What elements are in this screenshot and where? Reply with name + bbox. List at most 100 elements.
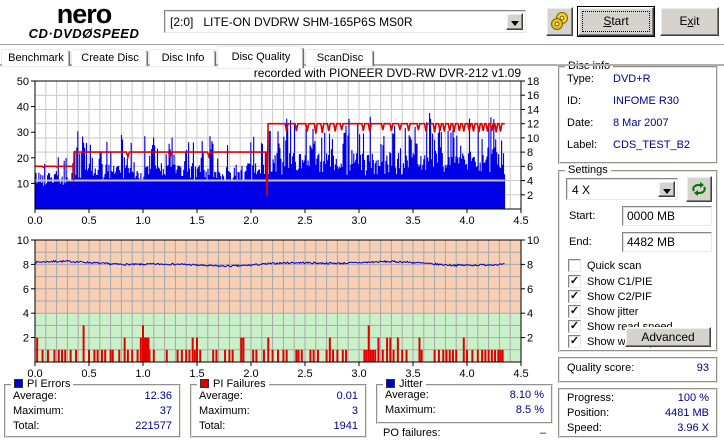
jitter-legend-swatch (386, 379, 395, 388)
tab-scandisc[interactable]: ScanDisc (306, 50, 374, 66)
svg-text:40: 40 (17, 102, 29, 114)
svg-text:3.0: 3.0 (351, 215, 366, 227)
disc-glyph-icon: Ø (82, 26, 93, 41)
svg-text:2: 2 (527, 333, 533, 345)
po-failures-row: PO failures: – (383, 427, 546, 439)
drive-select-value: [2:0] LITE-ON DVDRW SHM-165P6S MS0R (170, 15, 413, 29)
svg-text:4.5: 4.5 (513, 368, 528, 380)
stat-row: Average: 12.36 (13, 390, 172, 402)
scan-speed-dropdown[interactable]: 4 X (566, 178, 678, 200)
svg-text:18: 18 (527, 76, 539, 88)
chevron-down-icon (511, 21, 519, 26)
tab-benchmark[interactable]: Benchmark (2, 50, 70, 66)
svg-text:20: 20 (17, 153, 29, 165)
svg-text:4: 4 (23, 308, 29, 320)
pi-failures-jitter-chart: 10 10 8 8 6 6 4 4 2 2 0.0 0.5 1.0 1.5 2.0 2.5 3.0 3.5 4.0 4… (17, 235, 540, 380)
pi-errors-chart: recorded with PIONEER DVD-RW DVR-212 v1.… (17, 66, 540, 227)
svg-text:30: 30 (17, 127, 29, 139)
checkbox-box[interactable] (568, 305, 581, 318)
disc-info-row: Type: DVD+R (567, 73, 651, 85)
checkbox-box[interactable] (568, 335, 581, 348)
checkbox-box[interactable] (568, 290, 581, 303)
svg-text:6: 6 (23, 284, 29, 296)
svg-text:1.0: 1.0 (135, 215, 150, 227)
refresh-button[interactable] (686, 176, 712, 202)
svg-text:4: 4 (527, 176, 533, 188)
advanced-button[interactable]: Advanced (625, 327, 711, 347)
progress-row: Position: 4481 MB (567, 407, 709, 419)
drive-select-arrow-button[interactable] (506, 13, 523, 30)
end-position-field[interactable]: 4482 MB (622, 232, 712, 252)
eject-disc-button[interactable] (546, 7, 573, 36)
svg-text:12: 12 (527, 119, 539, 131)
checkbox-box[interactable] (568, 275, 581, 288)
scan-speed-arrow-button[interactable] (658, 181, 675, 197)
svg-text:recorded with PIONEER DVD-RW: recorded with PIONEER DVD-RW DVR-212 v1.… (254, 66, 522, 80)
progress-row: Speed: 3.96 X (567, 422, 709, 434)
svg-text:10: 10 (527, 133, 539, 145)
checkbox-box[interactable] (568, 259, 581, 272)
svg-text:2.5: 2.5 (297, 368, 312, 380)
svg-text:6: 6 (527, 284, 533, 296)
progress-row: Progress: 100 % (567, 392, 709, 404)
svg-text:4: 4 (527, 308, 533, 320)
tab-disc-info[interactable]: Disc Info (150, 50, 216, 66)
end-position-label: End: (569, 236, 592, 248)
svg-text:0.5: 0.5 (81, 368, 96, 380)
svg-text:16: 16 (527, 90, 539, 102)
disc-info-row: Label: CDS_TEST_B2 (567, 139, 691, 151)
svg-text:8: 8 (527, 259, 533, 271)
svg-text:0.0: 0.0 (27, 368, 42, 380)
stat-row: Maximum: 8.5 % (385, 404, 544, 416)
toolbar: nero CD·DVDØSPEED [2:0] LITE-ON DVDRW SH… (0, 0, 724, 44)
quality-score-panel: Quality score: 93 (558, 357, 718, 383)
stat-row: Maximum: 37 (13, 405, 172, 417)
pi-errors-legend-swatch (14, 379, 23, 388)
exit-button[interactable]: Exit (660, 7, 719, 36)
nero-cd-dvd-speed-logo: nero CD·DVDØSPEED (8, 1, 160, 41)
svg-text:14: 14 (527, 104, 539, 116)
start-button[interactable]: Start (578, 7, 654, 36)
stat-row: Average: 0.01 (199, 390, 358, 402)
svg-text:10: 10 (17, 178, 29, 190)
stat-row: Average: 8.10 % (385, 389, 544, 401)
yellow-discs-icon (551, 12, 568, 30)
svg-text:1.0: 1.0 (135, 368, 150, 380)
svg-text:2.5: 2.5 (297, 215, 312, 227)
svg-text:4.0: 4.0 (459, 368, 474, 380)
drive-select-dropdown[interactable]: [2:0] LITE-ON DVDRW SHM-165P6S MS0R (164, 10, 526, 33)
svg-text:2: 2 (527, 190, 533, 202)
tab-create-disc[interactable]: Create Disc (72, 50, 148, 66)
green-refresh-arrows-icon (692, 182, 706, 196)
svg-text:1.5: 1.5 (189, 215, 204, 227)
svg-text:2: 2 (23, 333, 29, 345)
progress-panel: Progress: 100 % Position: 4481 MB Speed: 3.… (558, 388, 718, 438)
svg-text:8: 8 (527, 147, 533, 159)
svg-text:50: 50 (17, 76, 29, 88)
svg-text:6: 6 (527, 161, 533, 173)
checkbox-box[interactable] (568, 320, 581, 333)
disc-info-row: ID: INFOME R30 (567, 95, 680, 107)
svg-text:4.5: 4.5 (513, 215, 528, 227)
settings-group: Settings 4 X Start: 0000 MB End: 4482 MB… (558, 164, 718, 352)
tab-disc-quality[interactable]: Disc Quality (218, 47, 304, 68)
scan-speed-value: 4 X (572, 183, 591, 197)
pi-failures-legend-swatch (200, 379, 209, 388)
disc-info-group: Disc info Type: DVD+R ID: INFOME R30 Date:… (558, 60, 718, 164)
svg-text:3.0: 3.0 (351, 368, 366, 380)
chevron-down-icon (663, 189, 671, 194)
toolbar-divider (0, 44, 724, 46)
start-position-field[interactable]: 0000 MB (622, 206, 712, 226)
svg-text:0.5: 0.5 (81, 215, 96, 227)
pi-errors-stats-group: PI Errors Average: 12.36 Maximum: 37 Total… (4, 378, 181, 438)
start-position-label: Start: (569, 210, 596, 222)
svg-text:3.5: 3.5 (405, 215, 420, 227)
svg-text:8: 8 (23, 259, 29, 271)
svg-text:10: 10 (527, 235, 539, 247)
stat-row: Total: 221577 (13, 420, 172, 432)
stat-row: Maximum: 3 (199, 405, 358, 417)
stat-row: Total: 1941 (199, 420, 358, 432)
svg-text:3.5: 3.5 (405, 368, 420, 380)
quality-score-label: Quality score: (567, 362, 635, 374)
quality-score-value: 93 (696, 362, 709, 374)
